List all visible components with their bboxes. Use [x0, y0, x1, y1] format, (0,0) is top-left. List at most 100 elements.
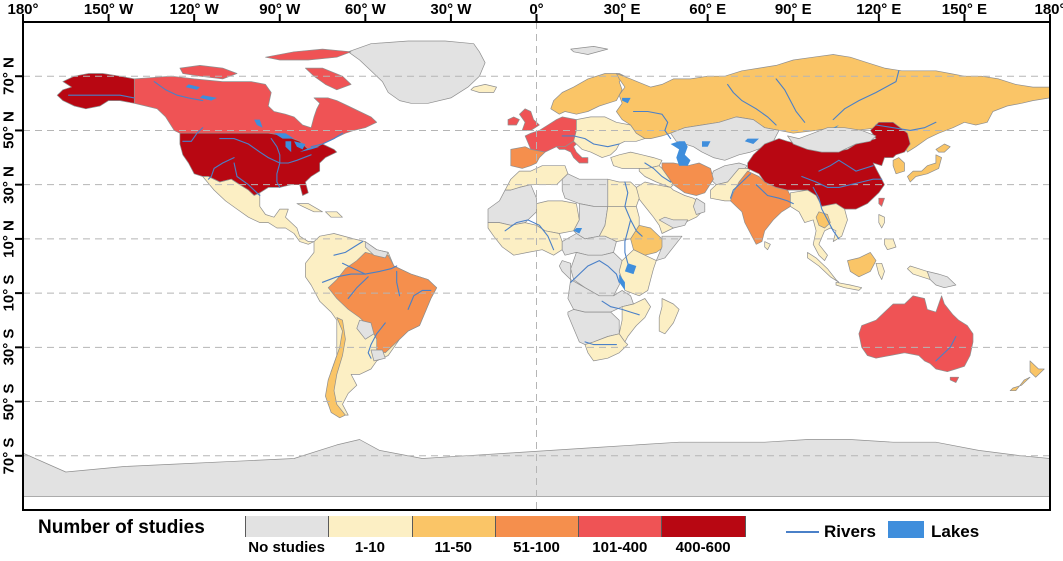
region-java — [835, 281, 863, 291]
region-niger — [536, 200, 580, 234]
region-taiwan — [878, 197, 885, 207]
lake-great-slave — [199, 95, 217, 101]
region-hispaniola — [325, 211, 343, 218]
river-yenisei — [775, 78, 806, 123]
river-parana — [367, 322, 386, 359]
longitude-label: 60° W — [344, 1, 386, 18]
legend-swatch-101-400 — [579, 516, 663, 537]
region-turkey — [610, 151, 663, 169]
river-orange-river — [584, 341, 617, 346]
longitude-label: 60° E — [689, 1, 727, 18]
rivers-line-icon — [786, 531, 819, 533]
map-layers — [23, 22, 1050, 510]
lake-balkhash — [744, 138, 759, 144]
region-somalia — [655, 235, 683, 261]
region-mexico-central-america — [202, 176, 315, 245]
longitude-label: 150° E — [941, 1, 988, 18]
longitude-label: 90° W — [259, 1, 301, 18]
river-sao-francisco — [407, 289, 432, 310]
legend-class-labels: No studies 1-10 11-50 51-100 101-400 400-600 — [245, 539, 745, 556]
region-cuba — [296, 203, 323, 213]
region-baffin-island — [305, 67, 352, 91]
lake-michigan — [285, 141, 292, 153]
river-yellow-river — [818, 159, 874, 172]
longitude-label: 30° E — [603, 1, 641, 18]
latitude-label: 50° N — [0, 111, 18, 150]
region-ethiopia — [630, 224, 669, 256]
region-brazil — [327, 252, 438, 354]
region-ellesmere-island — [265, 48, 352, 61]
legend-label-51-100: 51-100 — [513, 539, 560, 556]
longitude-label: 120° E — [856, 1, 902, 18]
region-uruguay — [370, 349, 386, 362]
region-korea — [892, 157, 905, 175]
lake-chad-lake — [573, 228, 583, 234]
latitude-label: 30° N — [0, 165, 18, 204]
river-ganges — [755, 184, 794, 205]
river-missouri — [219, 138, 281, 164]
longitude-label: 180° — [1034, 1, 1063, 18]
region-south-africa — [584, 333, 629, 362]
region-philippines — [878, 214, 885, 229]
region-guyana-suriname — [364, 241, 389, 259]
river-rio-grande — [233, 162, 261, 197]
region-russia — [616, 54, 1050, 153]
region-new-zealand — [1029, 360, 1045, 378]
longitude-label: 180° — [7, 1, 39, 18]
region-paraguay — [356, 319, 375, 340]
latitude-label: 10° S — [0, 274, 18, 312]
river-danube — [561, 135, 620, 148]
region-new-zealand — [1009, 376, 1031, 392]
lakes-legend-label: Lakes — [931, 522, 980, 541]
river-blue-nile — [630, 219, 643, 237]
region-oman — [693, 197, 706, 215]
region-japan — [935, 143, 951, 153]
longitude-label: 90° E — [774, 1, 812, 18]
lake-superior — [274, 133, 294, 139]
region-ireland — [507, 116, 520, 126]
legend-swatch-no-studies — [245, 516, 330, 537]
river-yangtze — [801, 175, 883, 188]
legend-swatch-51-100 — [495, 516, 580, 537]
region-sumatra — [807, 252, 840, 283]
lake-aral — [702, 141, 711, 147]
river-yukon — [68, 94, 135, 99]
region-sri-lanka — [764, 241, 771, 251]
region-tasmania — [949, 376, 960, 383]
river-euphrates — [644, 162, 672, 183]
legend-label-1-10: 1-10 — [354, 539, 385, 556]
river-congo-river — [570, 259, 620, 283]
lake-tanganyika — [619, 274, 625, 291]
legend-label-no-studies: No studies — [248, 539, 325, 556]
latitude-label: 50° S — [0, 383, 18, 420]
longitude-label: 0° — [529, 1, 544, 18]
latitude-label: 10° N — [0, 220, 18, 258]
region-papua-new-guinea — [926, 271, 957, 289]
legend-title: Number of studies — [38, 517, 205, 538]
region-mozambique-zimbabwe — [618, 298, 651, 343]
longitude-label: 30° W — [430, 1, 472, 18]
longitude-label: 120° W — [169, 1, 219, 18]
legend-label-400-600: 400-600 — [675, 539, 731, 556]
region-thailand — [815, 211, 831, 229]
region-iberia — [510, 146, 546, 169]
river-amur — [875, 121, 937, 131]
region-scandinavia — [550, 73, 626, 115]
region-yemen — [658, 216, 689, 229]
rivers-legend-label: Rivers — [824, 522, 876, 541]
legend-swatch-11-50 — [412, 516, 496, 537]
river-murray-darling — [935, 335, 957, 362]
region-united-kingdom — [519, 108, 540, 131]
river-st-lawrence — [310, 132, 344, 148]
region-eastern-europe — [573, 116, 646, 158]
river-colorado — [207, 157, 235, 180]
river-indus — [729, 173, 752, 199]
latitude-label: 30° S — [0, 328, 18, 366]
latitude-label: 70° N — [0, 57, 18, 96]
lake-erie-ontario — [299, 146, 320, 153]
river-nile — [624, 181, 632, 264]
river-volga — [632, 110, 672, 140]
region-alaska — [56, 73, 135, 110]
river-lena — [832, 70, 900, 121]
